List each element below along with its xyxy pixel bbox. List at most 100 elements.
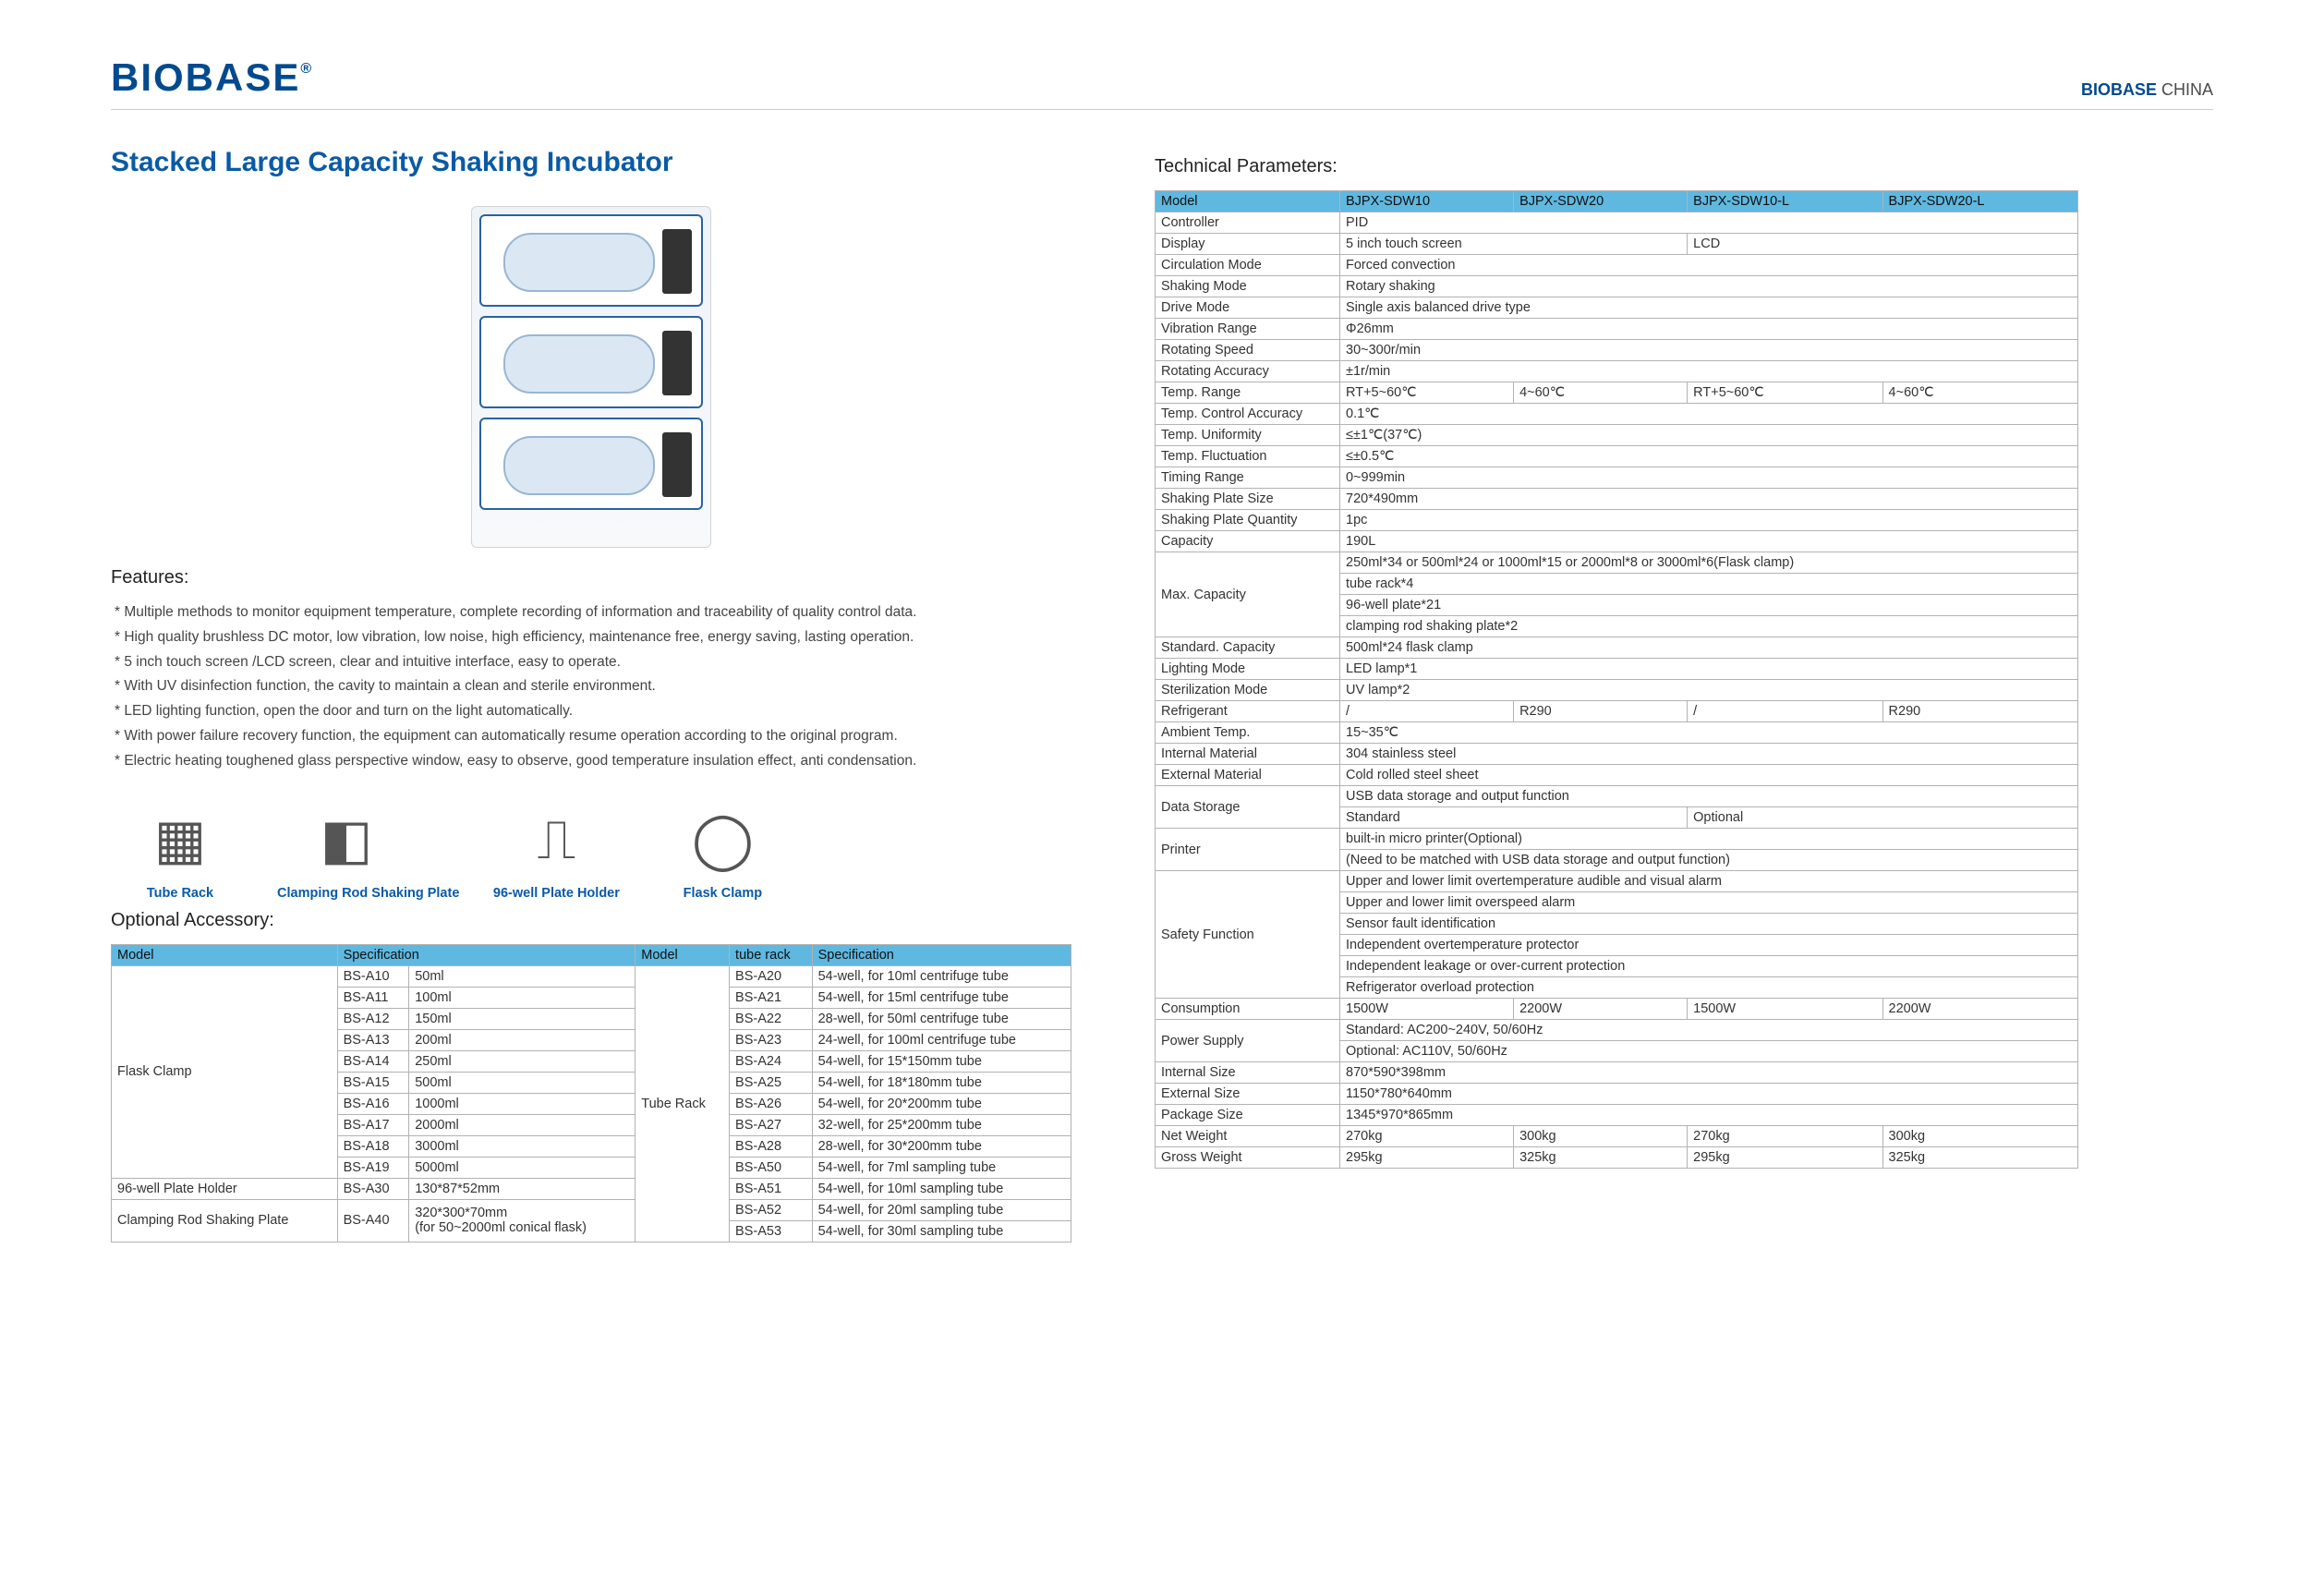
table-row: Shaking Plate Quantity1pc — [1156, 510, 2078, 531]
table-cell: 3000ml — [409, 1135, 635, 1157]
table-cell: Max. Capacity — [1156, 552, 1340, 637]
table-header-row: Model Specification Model tube rack Spec… — [112, 944, 1071, 965]
table-cell: BS-A19 — [337, 1157, 409, 1178]
table-row: Ambient Temp.15~35℃ — [1156, 722, 2078, 744]
table-cell: Power Supply — [1156, 1020, 1340, 1062]
table-cell: BS-A52 — [730, 1199, 813, 1220]
table-cell: Vibration Range — [1156, 319, 1340, 340]
table-cell: 250ml*34 or 500ml*24 or 1000ml*15 or 200… — [1340, 552, 2078, 574]
table-cell: BS-A17 — [337, 1114, 409, 1135]
table-cell: 24-well, for 100ml centrifuge tube — [812, 1029, 1071, 1050]
table-cell: Rotary shaking — [1340, 276, 2078, 297]
table-cell: Single axis balanced drive type — [1340, 297, 2078, 319]
features-list: Multiple methods to monitor equipment te… — [111, 601, 1071, 773]
header-bar: BIOBASE® BIOBASE CHINA — [111, 55, 2213, 110]
table-row: Internal Material304 stainless steel — [1156, 744, 2078, 765]
table-cell: Optional: AC110V, 50/60Hz — [1340, 1041, 2078, 1062]
table-row: Printerbuilt-in micro printer(Optional) — [1156, 829, 2078, 850]
table-cell: BS-A11 — [337, 987, 409, 1008]
table-row: Temp. RangeRT+5~60℃4~60℃RT+5~60℃4~60℃ — [1156, 382, 2078, 404]
feature-item: LED lighting function, open the door and… — [111, 700, 1071, 723]
table-cell: 1500W — [1688, 999, 1882, 1020]
table-cell: ≤±1℃(37℃) — [1340, 425, 2078, 446]
table-cell: Temp. Control Accuracy — [1156, 404, 1340, 425]
table-cell: R290 — [1514, 701, 1688, 722]
table-cell: Flask Clamp — [112, 965, 338, 1178]
table-cell: 54-well, for 7ml sampling tube — [812, 1157, 1071, 1178]
optional-accessory-heading: Optional Accessory: — [111, 910, 1071, 931]
table-cell: 500ml — [409, 1072, 635, 1093]
table-cell: BS-A25 — [730, 1072, 813, 1093]
table-cell: Standard. Capacity — [1156, 637, 1340, 659]
accessory-item: ⎍96-well Plate Holder — [487, 794, 625, 901]
table-row: Standard. Capacity500ml*24 flask clamp — [1156, 637, 2078, 659]
accessory-item: ◧Clamping Rod Shaking Plate — [277, 794, 459, 901]
stack-unit-1 — [479, 214, 703, 307]
table-cell: Capacity — [1156, 531, 1340, 552]
table-row: Package Size1345*970*865mm — [1156, 1105, 2078, 1126]
table-cell: BS-A21 — [730, 987, 813, 1008]
table-cell: 100ml — [409, 987, 635, 1008]
table-row: Gross Weight295kg325kg295kg325kg — [1156, 1147, 2078, 1169]
table-row: Shaking Plate Size720*490mm — [1156, 489, 2078, 510]
table-cell: 30~300r/min — [1340, 340, 2078, 361]
table-cell: External Size — [1156, 1084, 1340, 1105]
table-cell: LED lamp*1 — [1340, 659, 2078, 680]
right-column: Technical Parameters: Model BJPX-SDW10 B… — [1155, 147, 2078, 1243]
feature-item: With power failure recovery function, th… — [111, 725, 1071, 748]
table-cell: UV lamp*2 — [1340, 680, 2078, 701]
table-cell: BS-A12 — [337, 1008, 409, 1029]
table-row: Refrigerant/R290/R290 — [1156, 701, 2078, 722]
table-cell: Independent overtemperature protector — [1340, 935, 2078, 956]
table-cell: (Need to be matched with USB data storag… — [1340, 850, 2078, 871]
brand-logo: BIOBASE® — [111, 55, 313, 100]
table-cell: 4~60℃ — [1514, 382, 1688, 404]
table-cell: 15~35℃ — [1340, 722, 2078, 744]
table-cell: Gross Weight — [1156, 1147, 1340, 1169]
table-cell: 1345*970*865mm — [1340, 1105, 2078, 1126]
left-column: Stacked Large Capacity Shaking Incubator… — [111, 147, 1071, 1243]
table-cell: 320*300*70mm(for 50~2000ml conical flask… — [409, 1199, 635, 1242]
table-cell: Sterilization Mode — [1156, 680, 1340, 701]
table-row: ControllerPID — [1156, 212, 2078, 234]
table-cell: Temp. Range — [1156, 382, 1340, 404]
table-cell: 54-well, for 20ml sampling tube — [812, 1199, 1071, 1220]
table-cell: / — [1340, 701, 1514, 722]
table-cell: tube rack*4 — [1340, 574, 2078, 595]
table-cell: BS-A26 — [730, 1093, 813, 1114]
table-cell: Clamping Rod Shaking Plate — [112, 1199, 338, 1242]
table-cell: Refrigerator overload protection — [1340, 977, 2078, 999]
table-cell: Data Storage — [1156, 786, 1340, 829]
table-cell: 54-well, for 30ml sampling tube — [812, 1220, 1071, 1242]
table-cell: ±1r/min — [1340, 361, 2078, 382]
table-cell: 325kg — [1882, 1147, 2077, 1169]
table-row: Timing Range0~999min — [1156, 467, 2078, 489]
header-region: CHINA — [2161, 80, 2213, 99]
table-cell: built-in micro printer(Optional) — [1340, 829, 2078, 850]
table-cell: BS-A24 — [730, 1050, 813, 1072]
table-row: Power SupplyStandard: AC200~240V, 50/60H… — [1156, 1020, 2078, 1041]
table-cell: BS-A20 — [730, 965, 813, 987]
registered-icon: ® — [300, 61, 313, 77]
accessory-label: Flask Clamp — [653, 886, 792, 901]
table-cell: BS-A22 — [730, 1008, 813, 1029]
table-cell: / — [1688, 701, 1882, 722]
accessory-item: ◯Flask Clamp — [653, 794, 792, 901]
table-cell: Drive Mode — [1156, 297, 1340, 319]
table-cell: Rotating Accuracy — [1156, 361, 1340, 382]
accessory-icon: ⎍ — [487, 794, 625, 886]
table-row: Net Weight270kg300kg270kg300kg — [1156, 1126, 2078, 1147]
table-cell: LCD — [1688, 234, 2078, 255]
brand-text: BIOBASE — [111, 55, 300, 99]
table-cell: BS-A23 — [730, 1029, 813, 1050]
table-row: Data StorageUSB data storage and output … — [1156, 786, 2078, 807]
table-cell: Standard — [1340, 807, 1688, 829]
table-row: Lighting ModeLED lamp*1 — [1156, 659, 2078, 680]
table-cell: 54-well, for 15*150mm tube — [812, 1050, 1071, 1072]
accessory-icon: ◧ — [277, 794, 416, 886]
table-cell: BS-A28 — [730, 1135, 813, 1157]
main-content: Stacked Large Capacity Shaking Incubator… — [111, 147, 2213, 1243]
table-cell: 54-well, for 10ml centrifuge tube — [812, 965, 1071, 987]
table-cell: Ambient Temp. — [1156, 722, 1340, 744]
table-cell: Internal Material — [1156, 744, 1340, 765]
